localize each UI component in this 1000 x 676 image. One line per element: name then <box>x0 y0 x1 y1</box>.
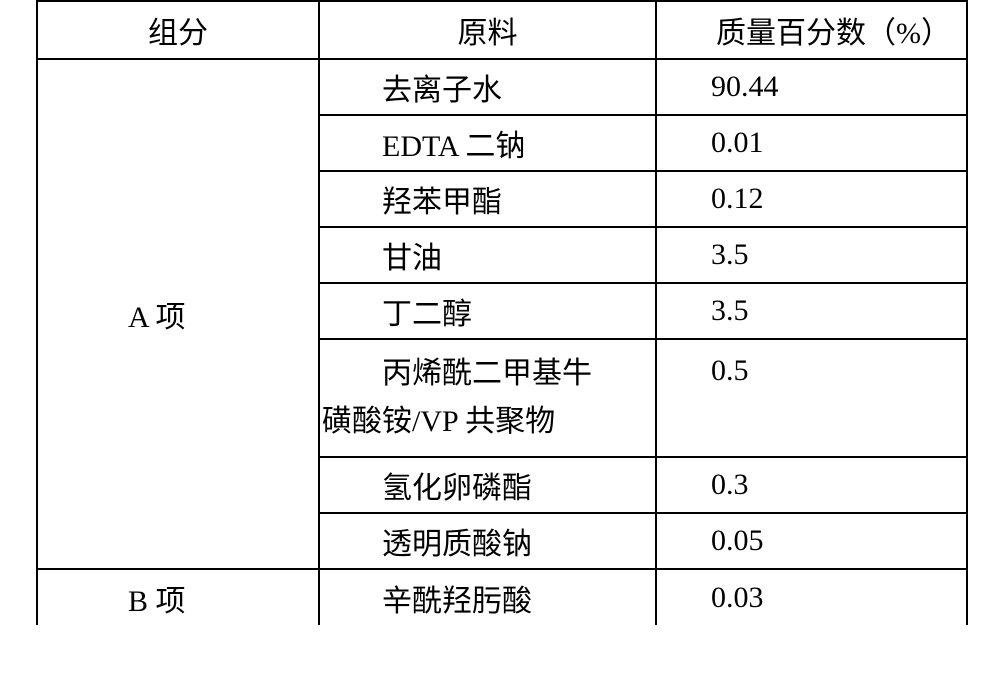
material-cell: 氢化卵磷酯 <box>319 457 656 513</box>
value-cell: 3.5 <box>656 227 967 283</box>
material-cell: 丁二醇 <box>319 283 656 339</box>
header-percentage: 质量百分数（%） <box>656 1 967 59</box>
material-cell: 羟苯甲酯 <box>319 171 656 227</box>
material-cell: 辛酰羟肟酸 <box>319 569 656 625</box>
table-row: A 项 去离子水 90.44 <box>37 59 967 115</box>
table-header-row: 组分 原料 质量百分数（%） <box>37 1 967 59</box>
material-cell: 透明质酸钠 <box>319 513 656 569</box>
value-cell: 0.03 <box>656 569 967 625</box>
material-cell: 去离子水 <box>319 59 656 115</box>
group-b-cell: B 项 <box>37 569 319 625</box>
value-cell: 0.12 <box>656 171 967 227</box>
value-cell: 90.44 <box>656 59 967 115</box>
value-cell: 3.5 <box>656 283 967 339</box>
value-cell: 0.05 <box>656 513 967 569</box>
header-group: 组分 <box>37 1 319 59</box>
value-cell: 0.5 <box>656 339 967 457</box>
table-container: 组分 原料 质量百分数（%） A 项 去离子水 90.44 EDTA 二钠 0.… <box>0 0 1000 676</box>
value-cell: 0.3 <box>656 457 967 513</box>
material-line1: 丙烯酰二甲基牛 <box>320 350 655 398</box>
material-cell: EDTA 二钠 <box>319 115 656 171</box>
material-cell: 甘油 <box>319 227 656 283</box>
group-a-cell: A 项 <box>37 59 319 569</box>
composition-table: 组分 原料 质量百分数（%） A 项 去离子水 90.44 EDTA 二钠 0.… <box>36 0 968 625</box>
material-cell: 丙烯酰二甲基牛 磺酸铵/VP 共聚物 <box>319 339 656 457</box>
material-line2: 磺酸铵/VP 共聚物 <box>320 398 655 446</box>
header-material: 原料 <box>319 1 656 59</box>
table-row: B 项 辛酰羟肟酸 0.03 <box>37 569 967 625</box>
value-cell: 0.01 <box>656 115 967 171</box>
